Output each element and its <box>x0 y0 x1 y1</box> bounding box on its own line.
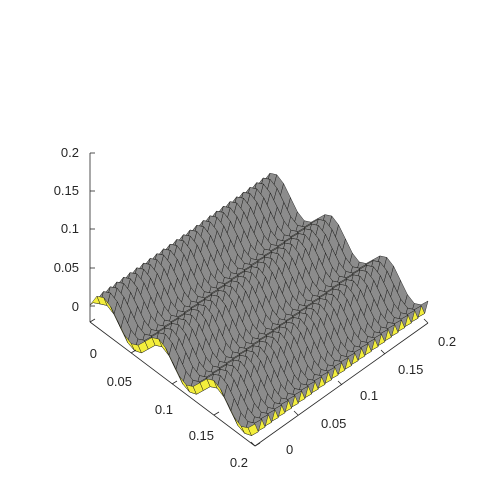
y-axis-ticks: 0 0.05 0.1 0.15 0.2 <box>250 318 456 457</box>
y-tick-mark <box>293 410 299 416</box>
x-tick-mark <box>254 442 261 447</box>
z-tick-label: 0.05 <box>54 260 79 275</box>
x-axis-ticks: 0 0.05 0.1 0.15 0.2 <box>89 318 261 470</box>
z-tick-label: 0.15 <box>54 183 79 198</box>
y-tick-mark <box>380 349 386 355</box>
x-tick-mark <box>130 349 137 354</box>
z-tick-label: 0.2 <box>61 145 79 160</box>
y-tick-mark <box>423 318 429 324</box>
x-tick-label: 0.15 <box>189 428 214 443</box>
z-tick-label: 0.1 <box>61 221 79 236</box>
x-tick-label: 0.1 <box>155 402 173 417</box>
y-tick-mark <box>250 441 256 447</box>
z-axis-ticks: 0.2 0.15 0.1 0.05 0 <box>54 145 95 314</box>
y-tick-label: 0.15 <box>398 362 423 377</box>
surface-face <box>247 423 259 436</box>
z-tick-label: 0 <box>72 299 79 314</box>
y-tick-label: 0.1 <box>360 388 378 403</box>
x-tick-mark <box>89 318 96 323</box>
x-tick-label: 0 <box>90 346 97 361</box>
y-tick-label: 0.05 <box>321 416 346 431</box>
x-tick-mark <box>171 380 178 385</box>
y-tick-label: 0.2 <box>438 334 456 349</box>
y-tick-label: 0 <box>286 442 293 457</box>
x-tick-mark <box>213 411 220 416</box>
y-tick-mark <box>337 380 343 386</box>
x-tick-label: 0.2 <box>230 455 248 470</box>
surface-mesh <box>89 172 429 436</box>
x-tick-label: 0.05 <box>107 374 132 389</box>
